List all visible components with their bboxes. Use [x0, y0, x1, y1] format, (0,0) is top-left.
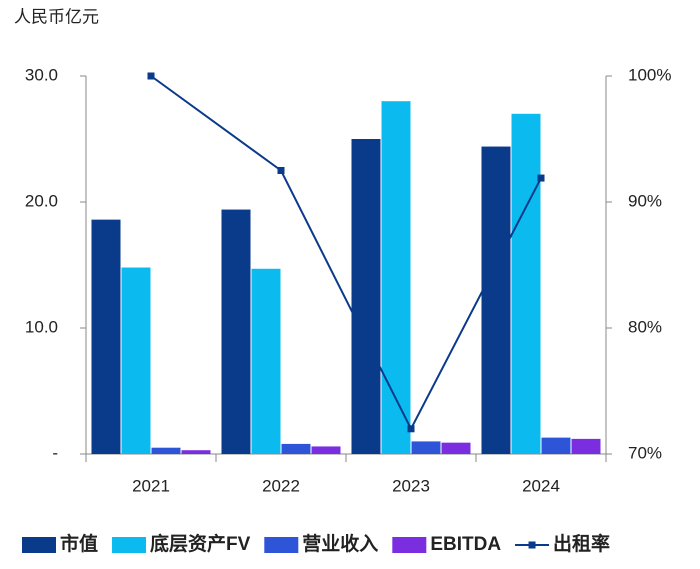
bar	[481, 146, 511, 454]
y2-tick-label: 70%	[628, 443, 662, 462]
y2-tick-label: 100%	[628, 65, 671, 84]
bar	[91, 219, 121, 454]
line-marker	[537, 174, 545, 182]
bar	[411, 441, 441, 454]
bar	[351, 139, 381, 454]
legend-label: 市值	[60, 532, 98, 555]
legend-swatch	[528, 541, 536, 549]
bar	[151, 447, 181, 454]
bar	[281, 443, 311, 454]
legend-swatch	[264, 537, 299, 553]
y2-tick-label: 90%	[628, 191, 662, 210]
x-tick-label: 2024	[522, 476, 560, 495]
bar	[181, 450, 211, 454]
x-tick-label: 2022	[262, 476, 300, 495]
line-marker	[407, 425, 415, 433]
bar	[441, 442, 471, 454]
y-axis-label: 人民币亿元	[14, 7, 99, 26]
line	[150, 75, 542, 431]
legend-label: EBITDA	[430, 534, 501, 555]
bar	[221, 209, 251, 454]
y-tick-label: -	[52, 443, 58, 462]
legend-swatch	[392, 537, 427, 553]
bar	[381, 101, 411, 454]
y2-tick-label: 80%	[628, 317, 662, 336]
bar	[541, 437, 571, 454]
bar	[571, 438, 601, 454]
bar	[311, 446, 341, 454]
legend-label: 出租率	[553, 532, 610, 555]
y-tick-label: 30.0	[25, 65, 58, 84]
y-tick-label: 20.0	[25, 191, 58, 210]
x-tick-label: 2023	[392, 476, 430, 495]
legend-label: 底层资产FV	[150, 532, 251, 555]
x-tick-label: 2021	[132, 476, 170, 495]
bar	[251, 268, 281, 454]
line-marker	[277, 167, 285, 174]
legend-swatch	[112, 537, 147, 553]
y-tick-label: 10.0	[25, 317, 58, 336]
line-marker	[147, 72, 155, 80]
legend-label: 营业收入	[302, 532, 378, 555]
legend-swatch	[22, 537, 56, 553]
bar	[121, 267, 151, 454]
bar	[511, 113, 541, 455]
